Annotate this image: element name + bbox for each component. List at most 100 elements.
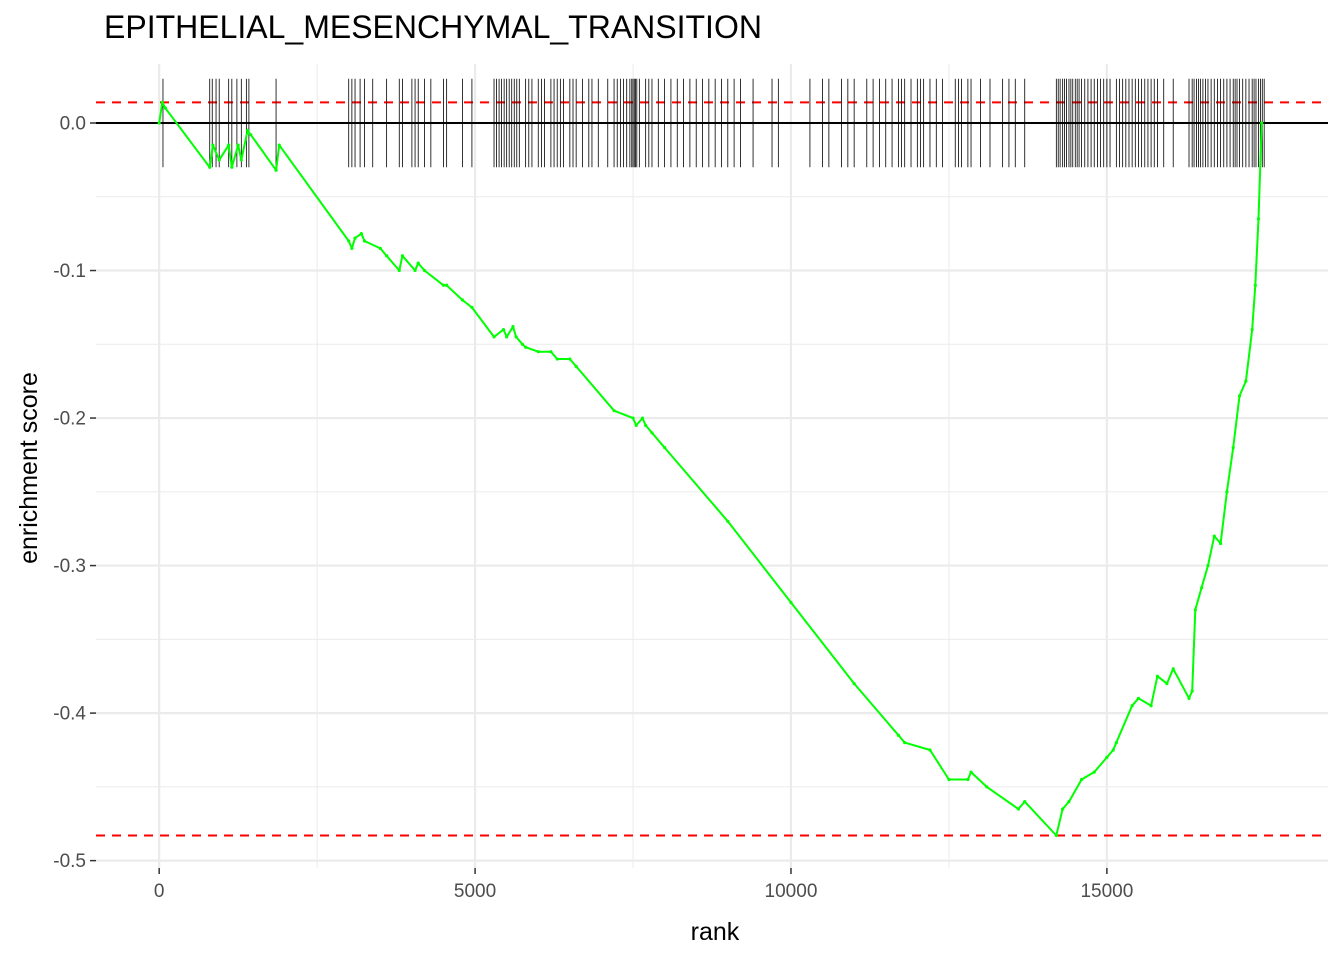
enrichment-point — [492, 335, 496, 339]
enrichment-point — [1250, 327, 1254, 332]
enrichment-point — [1187, 696, 1191, 700]
enrichment-point — [249, 133, 253, 137]
enrichment-point — [1193, 608, 1197, 612]
enrichment-point — [1023, 800, 1027, 804]
enrichment-point — [650, 431, 654, 435]
enrichment-point — [211, 143, 215, 147]
enrichment-point — [1244, 379, 1248, 383]
enrichment-point — [1171, 667, 1175, 671]
enrichment-point — [422, 268, 427, 273]
y-axis-title: enrichment score — [15, 372, 43, 564]
enrichment-point — [1092, 770, 1096, 774]
enrichment-point — [246, 128, 250, 132]
enrichment-point — [520, 342, 525, 346]
enrichment-point — [1080, 777, 1084, 782]
enrichment-point — [1212, 534, 1216, 538]
enrichment-point — [631, 416, 635, 420]
enrichment-point — [505, 335, 509, 339]
enrichment-point — [350, 246, 354, 251]
enrichment-point — [969, 770, 973, 774]
enrichment-point — [378, 246, 382, 251]
reference-lines — [96, 101, 1328, 837]
enrichment-point — [236, 143, 240, 147]
enrichment-point — [400, 254, 405, 258]
chart-title: EPITHELIAL_MESENCHYMAL_TRANSITION — [104, 9, 762, 45]
enrichment-point — [640, 416, 645, 420]
enrichment-point — [274, 168, 278, 172]
y-axis-ticks: 0.0 -0.1 -0.2 -0.3 -0.4 -0.5 — [53, 114, 96, 872]
enrichment-point — [1190, 689, 1194, 693]
enrichment-point — [511, 324, 515, 329]
enrichment-point — [1253, 283, 1257, 287]
enrichment-point — [1165, 681, 1169, 686]
enrichment-point — [514, 335, 518, 339]
enrichment-point — [413, 268, 417, 273]
enrichment-point — [397, 268, 401, 273]
enrichment-point — [985, 785, 989, 789]
enrichment-point — [663, 445, 667, 450]
enrichment-point — [1016, 807, 1021, 811]
enrichment-point — [157, 121, 161, 125]
enrichment-point — [362, 239, 367, 243]
enrichment-point — [1105, 755, 1109, 759]
enrichment-point — [441, 283, 446, 287]
enrichment-point — [1155, 674, 1160, 678]
enrichment-point — [903, 741, 907, 745]
enrichment-point — [1231, 445, 1235, 450]
enrichment-point — [1061, 807, 1065, 811]
enrichment-point — [230, 165, 234, 169]
enrichment-point — [852, 681, 856, 686]
enrichment-point — [1130, 704, 1134, 708]
enrichment-point — [227, 143, 231, 147]
enrichment-point — [1136, 696, 1141, 700]
enrichment-point — [163, 106, 168, 110]
x-tick-label: 10000 — [765, 881, 818, 902]
x-axis-ticks: 0 5000 10000 15000 — [154, 868, 1133, 902]
enrichment-series-line — [158, 101, 1263, 837]
y-tick-label: -0.1 — [53, 261, 86, 282]
enrichment-point — [726, 519, 730, 523]
y-tick-label: -0.4 — [53, 704, 86, 725]
x-axis-title: rank — [691, 918, 740, 946]
y-tick-label: -0.5 — [53, 851, 86, 872]
enrichment-point — [1218, 541, 1223, 546]
enrichment-point — [644, 423, 648, 428]
enrichment-point — [524, 345, 528, 349]
enrichment-point — [160, 100, 164, 104]
enrichment-point — [1111, 748, 1115, 752]
enrichment-point — [1260, 121, 1264, 125]
enrichment-point — [1256, 217, 1261, 221]
enrichment-point — [359, 232, 363, 236]
y-tick-label: -0.3 — [53, 556, 86, 577]
enrichment-point — [574, 364, 578, 369]
running-enrichment-curve — [157, 100, 1264, 838]
enrichment-point — [1237, 394, 1242, 398]
enrichment-point — [501, 327, 506, 332]
gene-hit-ticks — [162, 78, 1265, 168]
enrichment-point — [966, 777, 970, 782]
x-tick-label: 5000 — [454, 881, 496, 902]
y-tick-label: -0.2 — [53, 409, 86, 430]
enrichment-point — [549, 350, 553, 354]
enrichment-point — [353, 236, 357, 240]
enrichment-point — [1054, 833, 1058, 838]
x-tick-label: 15000 — [1080, 881, 1133, 902]
enrichment-point — [947, 777, 951, 782]
enrichment-point — [470, 305, 474, 310]
enrichment-point — [634, 423, 638, 428]
enrichment-point — [928, 748, 932, 752]
enrichment-point — [1114, 741, 1118, 745]
enrichment-point — [612, 409, 616, 413]
enrichment-point — [217, 158, 221, 162]
enrichment-point — [789, 600, 793, 605]
enrichment-point — [1206, 563, 1210, 568]
enrichment-point — [385, 254, 389, 258]
enrichment-point — [1200, 586, 1204, 590]
enrichment-point — [347, 239, 351, 243]
enrichment-point — [1225, 490, 1229, 494]
enrichment-point — [568, 357, 572, 361]
enrichment-point — [1067, 800, 1071, 804]
enrichment-point — [896, 733, 900, 737]
x-tick-label: 0 — [154, 881, 165, 902]
